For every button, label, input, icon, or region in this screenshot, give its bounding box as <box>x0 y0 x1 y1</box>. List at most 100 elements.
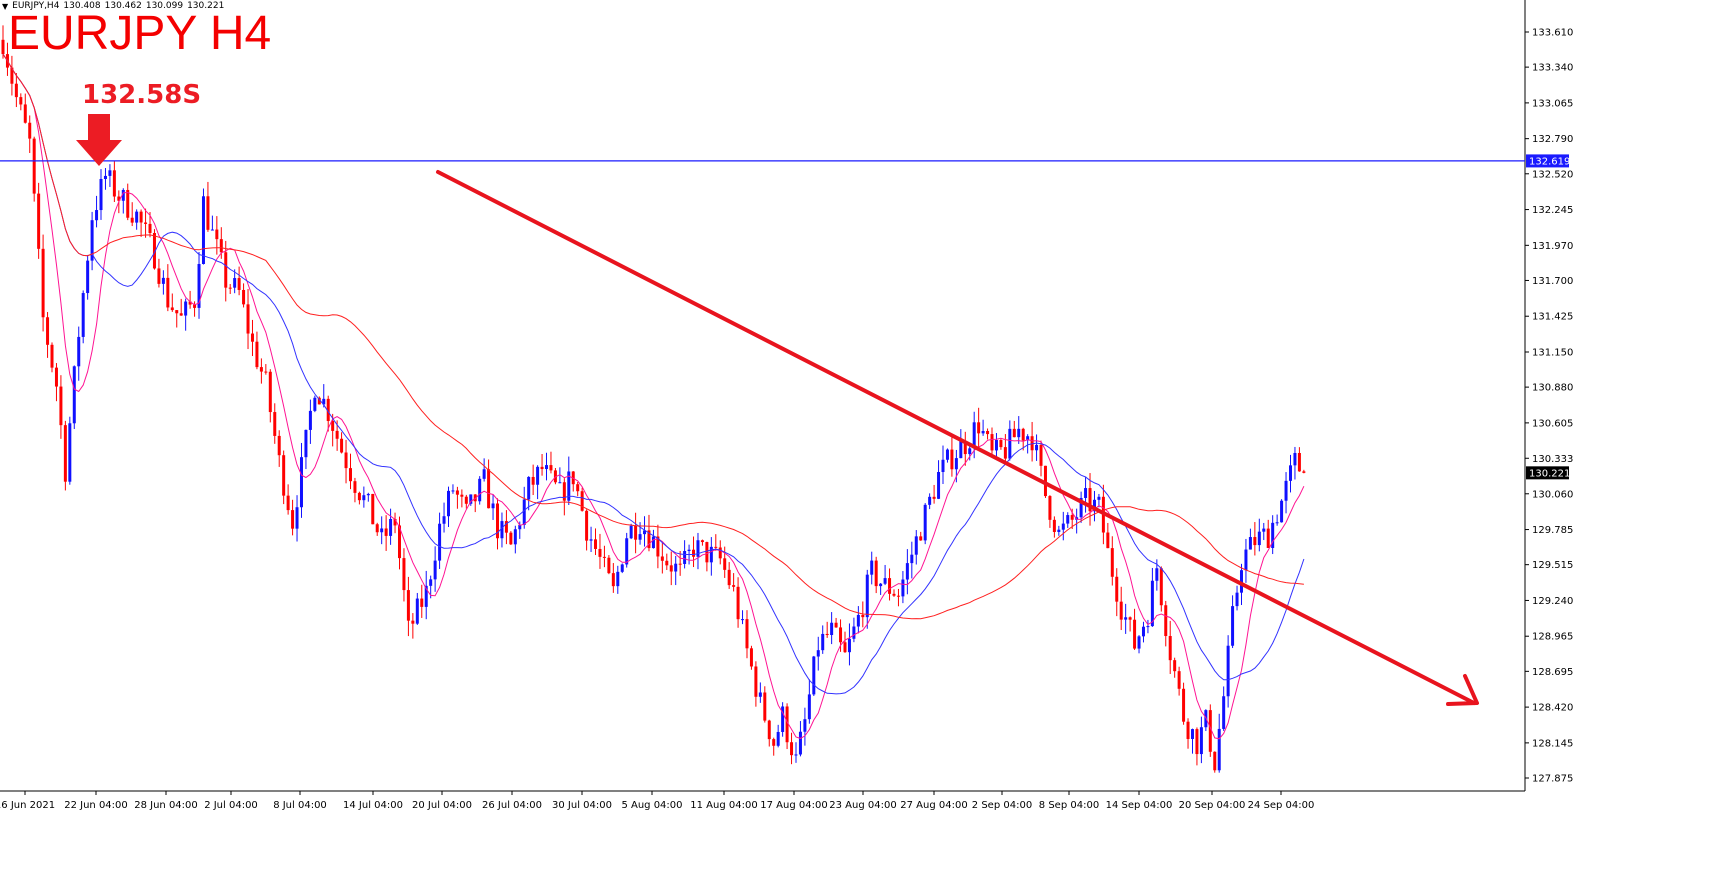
time-tick-label: 14 Sep 04:00 <box>1106 800 1173 811</box>
ma-slow-line <box>2 53 1304 620</box>
price-tick-label: 131.700 <box>1532 276 1573 287</box>
candle-body <box>308 410 312 430</box>
candle-body <box>1088 488 1092 512</box>
candle-body <box>1226 645 1230 697</box>
price-tick-label: 131.150 <box>1532 347 1573 358</box>
candle-body <box>732 585 736 587</box>
candle-body <box>847 638 851 653</box>
candle-body <box>1271 522 1275 548</box>
candle-body <box>1012 428 1016 438</box>
candle-body <box>932 496 936 499</box>
candle-body <box>843 642 847 653</box>
candle-body <box>442 516 446 524</box>
triangle-down-icon[interactable]: ▼ <box>2 1 9 11</box>
candle-body <box>745 619 749 649</box>
candle-body <box>500 521 504 539</box>
candle-body <box>219 239 223 253</box>
candle-body <box>1119 601 1123 620</box>
price-tick-label: 128.420 <box>1532 703 1573 714</box>
candle-body <box>1244 549 1248 571</box>
candle-body <box>402 558 406 591</box>
candle-body <box>705 542 709 563</box>
candle-body <box>567 471 571 501</box>
candle-body <box>763 692 767 721</box>
candle-body <box>77 336 81 367</box>
candle-body <box>647 530 651 549</box>
candle-body <box>1284 480 1288 501</box>
candle-body <box>634 525 638 540</box>
candle-body <box>816 650 820 657</box>
downtrend-line[interactable] <box>436 170 1476 705</box>
candle-body <box>625 538 629 565</box>
candle-body <box>861 614 865 618</box>
candle-body <box>1035 444 1039 451</box>
candle-body <box>830 622 834 636</box>
candle-body <box>727 569 731 586</box>
candle-body <box>504 521 508 533</box>
symbol-info-bar: ▼ EURJPY,H4 130.408 130.462 130.099 130.… <box>2 0 224 12</box>
candle-body <box>206 196 210 230</box>
candle-body <box>357 492 361 501</box>
candle-body <box>362 495 366 501</box>
candle-body <box>611 573 615 587</box>
candle-body <box>326 398 330 422</box>
ohlc-close: 130.221 <box>187 1 225 11</box>
candle-body <box>905 563 909 580</box>
candle-body <box>411 620 415 624</box>
candle-body <box>1239 570 1243 593</box>
candle-body <box>594 539 598 549</box>
candle-body <box>1159 568 1163 606</box>
price-tick-label: 130.880 <box>1532 383 1573 394</box>
candle-body <box>393 518 397 526</box>
candle-body <box>433 560 437 580</box>
candle-body <box>175 310 179 314</box>
candle-body <box>152 233 156 269</box>
candle-body <box>491 503 495 509</box>
candle-body <box>714 546 718 548</box>
candle-body <box>317 397 321 405</box>
candle-body <box>692 549 696 557</box>
candle-body <box>259 367 263 372</box>
candle-body <box>513 529 517 545</box>
price-tick-label: 133.340 <box>1532 63 1573 74</box>
ma-fast-line <box>2 53 1305 740</box>
candle-body <box>246 304 250 334</box>
candle-body <box>580 491 584 511</box>
candle-body <box>700 540 704 543</box>
candle-body <box>825 633 829 636</box>
candle-body <box>879 583 883 587</box>
price-tick-label: 128.695 <box>1532 667 1573 678</box>
candle-body <box>148 223 152 234</box>
price-tick-label: 133.065 <box>1532 98 1573 109</box>
candle-body <box>852 626 856 639</box>
candle-body <box>1137 636 1141 649</box>
candle-body <box>59 386 63 426</box>
time-tick-label: 28 Jun 04:00 <box>134 800 198 811</box>
candle-body <box>1164 605 1168 637</box>
candle-body <box>179 313 183 316</box>
candle-body <box>870 560 874 575</box>
candle-body <box>1097 496 1101 500</box>
candle-body <box>108 170 112 176</box>
candle-body <box>389 518 393 536</box>
candle-body <box>1168 636 1172 661</box>
candle-body <box>126 189 130 218</box>
candle-body <box>518 524 522 530</box>
candle-body <box>237 278 241 290</box>
candle-body <box>473 494 477 502</box>
candle-body <box>888 578 892 594</box>
candle-body <box>95 210 99 221</box>
candle-body <box>540 466 544 470</box>
candle-body <box>607 557 611 574</box>
candle-body <box>1182 688 1186 722</box>
candle-body <box>170 307 174 311</box>
candle-body <box>549 465 553 471</box>
candle-body <box>616 571 620 587</box>
candle-body <box>322 398 326 405</box>
price-tick-label: 133.610 <box>1532 28 1573 39</box>
time-tick-label: 30 Jul 04:00 <box>552 800 612 811</box>
candle-body <box>1030 436 1034 451</box>
time-tick-label: 5 Aug 04:00 <box>621 800 682 811</box>
